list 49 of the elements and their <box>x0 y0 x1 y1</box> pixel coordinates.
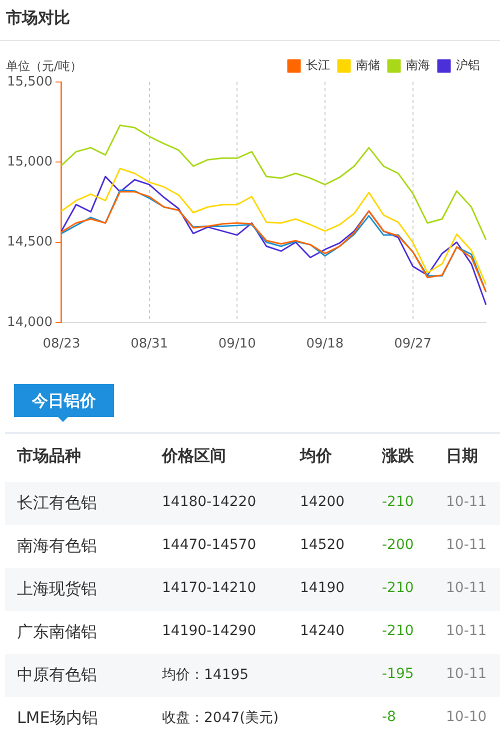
legend-label: 南储 <box>356 58 380 72</box>
text: 收盘：2047(美元) <box>162 710 279 726</box>
text: 10-10 <box>446 709 487 725</box>
text: 10-11 <box>446 580 487 596</box>
text: 10-11 <box>446 623 487 639</box>
text: 14190 <box>300 580 345 596</box>
category-label: 上海现货铝 <box>17 579 97 598</box>
text: 14520 <box>300 537 345 553</box>
text: 今日铝价 <box>14 384 114 417</box>
text: -8 <box>382 709 396 725</box>
text: 14470-14570 <box>162 537 256 553</box>
legend-label: 沪铝 <box>456 58 480 72</box>
category-label: 中原有色铝 <box>17 665 97 684</box>
text: -210 <box>382 623 414 639</box>
category-label: 日期 <box>446 446 478 467</box>
text: 10-11 <box>446 537 487 553</box>
legend-label: 长江 <box>306 58 330 72</box>
chart-title: 市场对比 <box>0 0 500 41</box>
category-label: LME场内铝 <box>17 708 98 727</box>
text: 均价：14195 <box>162 667 249 683</box>
text: -210 <box>382 580 414 596</box>
category-label: 价格区间 <box>162 446 226 467</box>
y-tick-label: 15,000 <box>6 154 52 170</box>
text: 14240 <box>300 623 345 639</box>
category-label: 广东南储铝 <box>17 622 97 641</box>
x-tick-label: 09/10 <box>218 336 256 352</box>
category-label: 涨跌 <box>382 446 414 467</box>
x-tick-label: 09/27 <box>394 336 432 352</box>
legend-label: 南海 <box>406 58 430 72</box>
text: 14190-14290 <box>162 623 256 639</box>
text: 14180-14220 <box>162 494 256 510</box>
category-label: 均价 <box>300 446 332 467</box>
y-axis-title: 单位（元/吨） <box>6 58 82 75</box>
y-tick-label: 14,000 <box>6 314 52 330</box>
category-label: 南海有色铝 <box>17 536 97 555</box>
category-label: 长江有色铝 <box>17 493 97 512</box>
text: -210 <box>382 494 414 510</box>
x-tick-label: 08/31 <box>130 336 168 352</box>
text: 14170-14210 <box>162 580 256 596</box>
text: -200 <box>382 537 414 553</box>
x-tick-label: 09/18 <box>306 336 344 352</box>
text: -195 <box>382 666 414 682</box>
category-label: 市场品种 <box>17 446 81 467</box>
x-tick-label: 08/23 <box>42 336 80 352</box>
text: 10-11 <box>446 494 487 510</box>
y-tick-label: 14,500 <box>6 234 52 250</box>
text: 14200 <box>300 494 345 510</box>
text: 10-11 <box>446 666 487 682</box>
y-tick-label: 15,500 <box>6 74 52 90</box>
